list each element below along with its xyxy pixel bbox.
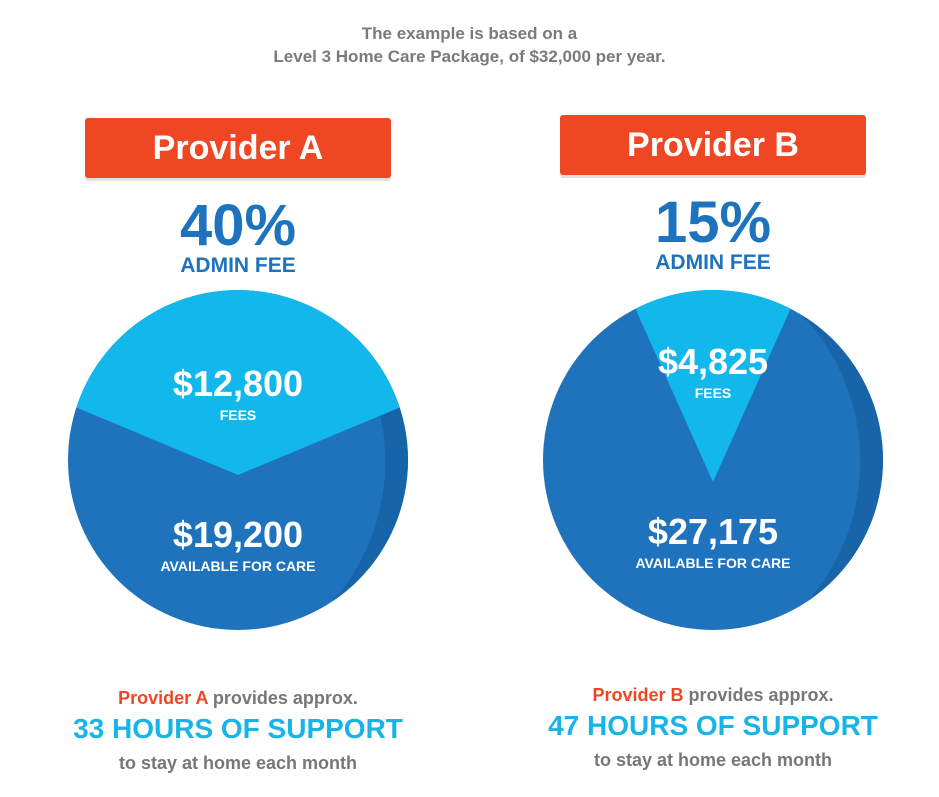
pie-care-value: $19,200	[173, 514, 303, 555]
pie-fees-value: $12,800	[173, 363, 303, 404]
pie-fees-label: FEES	[220, 407, 257, 423]
intro-line-2: Level 3 Home Care Package, of $32,000 pe…	[273, 47, 666, 66]
provider-a-column: Provider A 40% ADMIN FEE $12,800 FEES $1…	[28, 0, 448, 797]
provider-a-stay-text: to stay at home each month	[118, 753, 358, 773]
provider-b-banner: Provider B	[560, 115, 866, 175]
pie-fees-slice	[635, 290, 791, 482]
provider-a-admin-percent: 40%	[179, 193, 297, 258]
provider-b-hours: 47 HOURS OF SUPPORT	[548, 710, 878, 741]
provider-a-provides-line: Provider A provides approx.	[28, 688, 448, 709]
provider-b-name: Provider B	[592, 685, 684, 705]
provider-b-pie-chart: $4,825 FEES $27,175 AVAILABLE FOR CARE	[543, 290, 883, 630]
provider-b-admin-label: ADMIN FEE	[655, 251, 771, 274]
provider-b-admin-percent: 15%	[654, 190, 772, 255]
provider-a-hours: 33 HOURS OF SUPPORT	[73, 713, 403, 744]
provider-a-admin-label: ADMIN FEE	[180, 254, 296, 277]
intro-line-1: The example is based on a	[361, 24, 578, 43]
provider-b-provides-line: Provider B provides approx.	[503, 685, 923, 706]
provider-b-stay-text: to stay at home each month	[593, 750, 833, 770]
pie-care-value: $27,175	[648, 511, 778, 552]
provider-b-column: Provider B 15% ADMIN FEE $4,825 FEES $27…	[503, 0, 923, 797]
provider-a-name: Provider A	[118, 688, 208, 708]
pie-fees-label: FEES	[695, 385, 732, 401]
pie-care-label: AVAILABLE FOR CARE	[635, 555, 790, 571]
provider-a-pie-chart: $12,800 FEES $19,200 AVAILABLE FOR CARE	[68, 290, 408, 630]
pie-fees-value: $4,825	[658, 341, 768, 382]
provider-b-provides-text: provides approx.	[683, 685, 834, 705]
pie-care-shade	[801, 315, 883, 602]
provider-a-banner: Provider A	[85, 118, 391, 178]
pie-care-label: AVAILABLE FOR CARE	[160, 558, 315, 574]
pie-fees-slice	[76, 290, 400, 475]
intro-text: The example is based on a Level 3 Home C…	[0, 22, 939, 68]
provider-a-provides-text: provides approx.	[207, 688, 358, 708]
